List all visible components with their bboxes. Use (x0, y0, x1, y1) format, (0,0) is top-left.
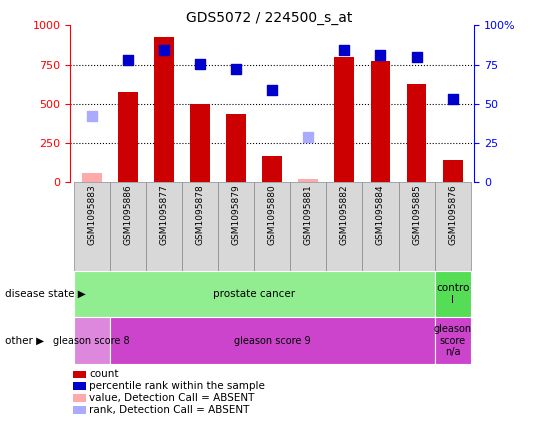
Bar (218, 182, 254, 271)
Text: prostate cancer: prostate cancer (213, 289, 295, 299)
Bar (335, 57, 354, 182)
Bar (74, 182, 110, 271)
Text: GDS5072 / 224500_s_at: GDS5072 / 224500_s_at (186, 11, 353, 25)
Text: percentile rank within the sample: percentile rank within the sample (89, 381, 265, 391)
Point (232, 66, 240, 73)
Text: other ▶: other ▶ (5, 335, 45, 346)
Bar (182, 182, 218, 271)
Point (412, 54, 421, 61)
Bar (434, 317, 471, 364)
Text: GSM1095885: GSM1095885 (412, 184, 421, 245)
Bar (290, 182, 326, 271)
Point (160, 47, 168, 54)
Text: GSM1095879: GSM1095879 (232, 184, 240, 245)
Point (123, 56, 132, 63)
Bar (226, 114, 246, 182)
Point (304, 134, 313, 141)
Bar (154, 37, 174, 182)
Point (340, 47, 349, 54)
Bar (370, 60, 390, 182)
Text: contro
l: contro l (436, 283, 469, 305)
Text: gleason score 8: gleason score 8 (53, 335, 130, 346)
Text: GSM1095882: GSM1095882 (340, 184, 349, 245)
Bar (110, 317, 434, 364)
Bar (362, 182, 398, 271)
Text: disease state ▶: disease state ▶ (5, 289, 86, 299)
Bar (398, 182, 434, 271)
Text: GSM1095884: GSM1095884 (376, 184, 385, 245)
Text: gleason
score
n/a: gleason score n/a (433, 324, 472, 357)
Text: GSM1095876: GSM1095876 (448, 184, 457, 245)
Bar (299, 179, 318, 182)
Text: GSM1095886: GSM1095886 (123, 184, 132, 245)
Bar (262, 156, 282, 182)
Bar (74, 317, 110, 364)
Bar (146, 182, 182, 271)
Point (87, 113, 96, 120)
Bar (190, 104, 210, 182)
Text: GSM1095878: GSM1095878 (196, 184, 204, 245)
Bar (434, 182, 471, 271)
Bar (443, 160, 462, 182)
Bar (74, 271, 434, 317)
Point (196, 60, 204, 67)
Text: rank, Detection Call = ABSENT: rank, Detection Call = ABSENT (89, 405, 250, 415)
Text: value, Detection Call = ABSENT: value, Detection Call = ABSENT (89, 393, 254, 403)
Text: GSM1095880: GSM1095880 (268, 184, 277, 245)
Bar (254, 182, 290, 271)
Point (376, 52, 385, 58)
Point (448, 96, 457, 102)
Point (268, 87, 277, 94)
Bar (118, 92, 138, 182)
Bar (406, 84, 426, 182)
Text: GSM1095883: GSM1095883 (87, 184, 96, 245)
Bar (326, 182, 362, 271)
Text: GSM1095877: GSM1095877 (160, 184, 168, 245)
Text: GSM1095881: GSM1095881 (304, 184, 313, 245)
Text: gleason score 9: gleason score 9 (234, 335, 310, 346)
Bar (434, 271, 471, 317)
Bar (82, 173, 102, 182)
Text: count: count (89, 369, 119, 379)
Bar (110, 182, 146, 271)
